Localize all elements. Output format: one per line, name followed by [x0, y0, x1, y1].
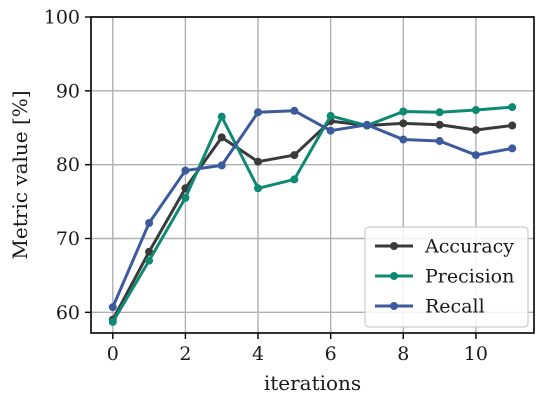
data-point	[145, 247, 154, 256]
legend-swatch-marker	[390, 302, 398, 310]
series-line	[111, 109, 513, 308]
data-point	[399, 135, 408, 144]
data-point	[108, 317, 117, 326]
data-point	[217, 112, 226, 121]
data-point	[108, 303, 117, 312]
legend-item-accuracy: Accuracy	[375, 236, 514, 258]
x-tick-label: 6	[325, 343, 337, 365]
data-point	[399, 107, 408, 116]
legend-item-recall: Recall	[375, 296, 485, 318]
data-point	[145, 256, 154, 265]
data-point	[217, 161, 226, 170]
series-recall	[108, 106, 517, 312]
data-point	[290, 151, 299, 160]
data-point	[290, 175, 299, 184]
data-point	[217, 133, 226, 142]
data-point	[181, 193, 190, 202]
data-point	[399, 119, 408, 128]
x-tick-label: 4	[252, 343, 264, 365]
legend: Accuracy Precision Recall	[364, 226, 529, 328]
ticks: 0 2 4 6 8 10 60 70 80 90 100	[44, 7, 488, 366]
y-tick-label: 90	[56, 80, 80, 102]
series-line	[111, 119, 513, 321]
data-point	[435, 137, 444, 146]
data-point	[145, 218, 154, 227]
legend-swatch-marker	[390, 272, 398, 280]
legend-swatch-marker	[390, 242, 398, 250]
data-point	[435, 108, 444, 117]
data-point	[471, 151, 480, 160]
data-point	[471, 125, 480, 134]
legend-box	[364, 226, 529, 328]
data-point	[254, 157, 263, 166]
x-tick-label: 10	[464, 343, 488, 365]
y-tick-label: 60	[56, 302, 80, 324]
data-point	[362, 120, 371, 129]
legend-label: Accuracy	[424, 236, 514, 258]
legend-item-precision: Precision	[375, 266, 514, 288]
y-tick-label: 80	[56, 154, 80, 176]
x-tick-label: 8	[397, 343, 409, 365]
series-group	[108, 103, 517, 326]
data-point	[435, 120, 444, 129]
series-line	[111, 105, 513, 323]
data-point	[326, 126, 335, 135]
y-tick-label: 100	[44, 7, 80, 29]
data-point	[181, 166, 190, 175]
data-point	[254, 108, 263, 117]
data-point	[290, 106, 299, 115]
y-tick-label: 70	[56, 228, 80, 250]
data-point	[471, 106, 480, 115]
data-point	[254, 184, 263, 193]
legend-label: Precision	[425, 266, 514, 288]
y-axis-label: Metric value [%]	[8, 90, 32, 259]
x-axis-label: iterations	[264, 371, 361, 395]
data-point	[508, 103, 517, 112]
legend-label: Recall	[425, 296, 485, 318]
plot-frame	[90, 16, 535, 334]
data-point	[326, 111, 335, 120]
x-tick-label: 2	[179, 343, 191, 365]
data-point	[508, 144, 517, 153]
data-point	[508, 121, 517, 130]
x-tick-label: 0	[107, 343, 119, 365]
